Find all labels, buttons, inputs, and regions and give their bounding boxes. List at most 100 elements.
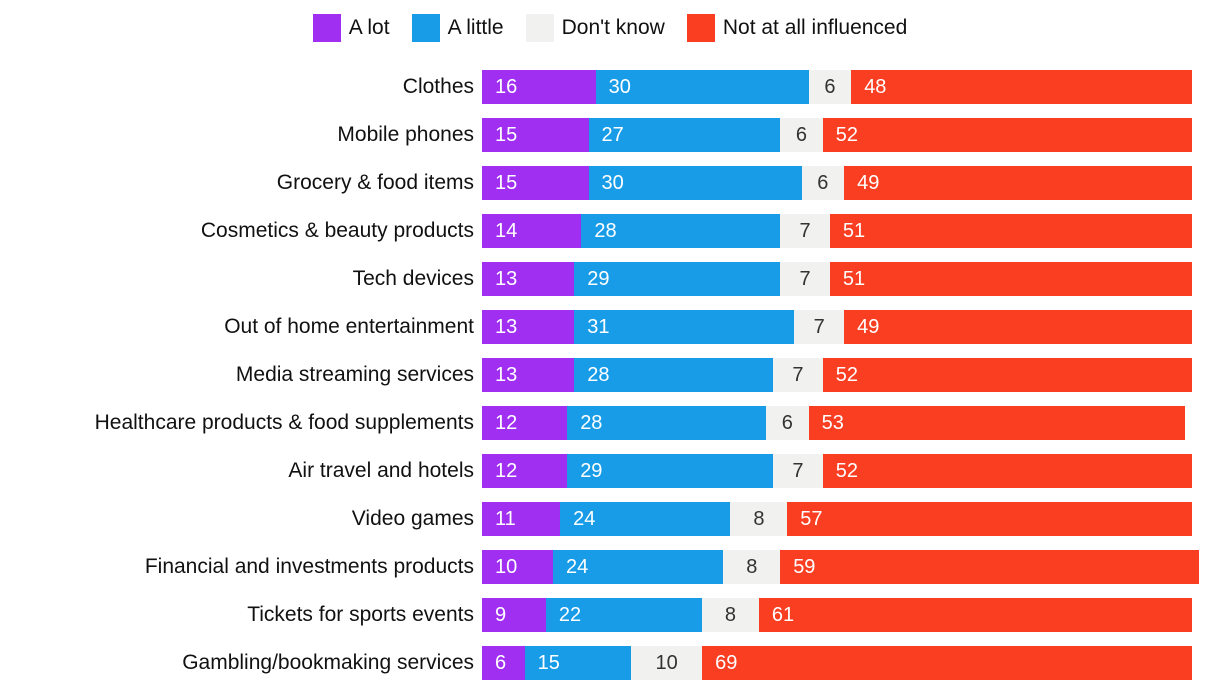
category-label: Out of home entertainment	[224, 315, 474, 338]
bar-stack: 14 28 7 51	[482, 214, 1192, 248]
bar-value-label: 16	[495, 76, 518, 98]
bar-segment: 7	[780, 214, 830, 248]
chart-row: Tech devices 13 29 7 51	[0, 262, 1220, 296]
bar-value-label: 69	[715, 652, 738, 674]
bar-value-label: 8	[753, 508, 765, 530]
legend-swatch-icon	[686, 14, 715, 42]
bar-segment: 16	[482, 70, 596, 104]
bar-value-label: 13	[495, 364, 518, 386]
bar-segment: 14	[482, 214, 582, 248]
bar-stack: 9 22 8 61	[482, 598, 1192, 632]
bar-value-label: 12	[495, 412, 518, 434]
bar-value-label: 52	[835, 460, 859, 482]
chart-row: Grocery & food items 15 30 6 49	[0, 166, 1220, 200]
bar-value-label: 28	[580, 412, 603, 434]
legend-swatch-icon	[411, 14, 440, 42]
bar-segment: 28	[567, 406, 766, 440]
bar-value-label: 48	[864, 76, 887, 98]
chart-row: Financial and investments products 10 24 8 5…	[0, 550, 1220, 584]
bar-value-label: 30	[608, 76, 631, 98]
bar-segment: 8	[730, 502, 788, 536]
bar-value-label: 30	[601, 172, 624, 194]
legend-item: A little	[411, 14, 504, 42]
bar-value-label: 29	[587, 268, 610, 290]
bar-value-label: 15	[495, 124, 518, 146]
chart-row: Mobile phones 15 27 6 52	[0, 118, 1220, 152]
bar-value-label: 7	[792, 460, 804, 482]
bar-value-label: 29	[580, 460, 603, 482]
bar-value-label: 6	[495, 652, 507, 674]
bar-value-label: 51	[842, 268, 866, 290]
bar-stack: 15 30 6 49	[482, 166, 1192, 200]
legend-item: Don't know	[525, 14, 665, 42]
bar-value-label: 53	[821, 412, 844, 434]
bar-segment: 51	[829, 262, 1192, 296]
bar-value-label: 31	[587, 316, 610, 338]
bar-segment: 57	[787, 502, 1192, 536]
bar-segment: 8	[723, 550, 781, 584]
bar-segment: 6	[780, 118, 823, 152]
bar-segment: 52	[822, 118, 1192, 152]
bar-value-label: 57	[800, 508, 823, 530]
bar-stack: 10 24 8 59	[482, 550, 1200, 584]
bar-segment: 61	[758, 598, 1192, 632]
chart-row: Gambling/bookmaking services 6 15 10 69	[0, 646, 1220, 680]
legend-swatch-icon	[312, 14, 341, 42]
legend-label: Not at all influenced	[722, 16, 908, 39]
category-label: Video games	[351, 507, 474, 530]
bar-segment: 15	[524, 646, 632, 680]
category-label: Healthcare products & food supplements	[94, 411, 474, 434]
bar-segment: 30	[595, 70, 809, 104]
bar-value-label: 9	[495, 604, 507, 626]
bar-value-label: 49	[857, 316, 880, 338]
bar-segment: 53	[808, 406, 1185, 440]
category-label: Mobile phones	[337, 123, 474, 146]
bar-segment: 69	[702, 646, 1192, 680]
bar-segment: 9	[482, 598, 546, 632]
bar-value-label: 6	[824, 76, 836, 98]
bar-value-label: 14	[495, 220, 518, 242]
bar-stack: 16 30 6 48	[482, 70, 1192, 104]
bar-stack: 13 28 7 52	[482, 358, 1192, 392]
bar-segment: 15	[482, 118, 589, 152]
bar-value-label: 12	[495, 460, 518, 482]
bar-segment: 52	[822, 454, 1192, 488]
legend-item: Not at all influenced	[686, 14, 908, 42]
bar-segment: 7	[773, 454, 823, 488]
bar-segment: 6	[765, 406, 809, 440]
bar-segment: 27	[588, 118, 781, 152]
bar-segment: 10	[482, 550, 553, 584]
bar-value-label: 6	[817, 172, 829, 194]
bar-segment: 29	[567, 454, 774, 488]
bar-value-label: 13	[495, 268, 518, 290]
stacked-bar-chart: Clothes 16 30 6 48 Mobile phones 15 27 6 52 Grocer…	[0, 70, 1220, 680]
category-label: Clothes	[402, 75, 474, 98]
bar-segment: 22	[545, 598, 703, 632]
bar-segment: 6	[808, 70, 852, 104]
bar-segment: 13	[482, 310, 575, 344]
bar-segment: 29	[574, 262, 781, 296]
bar-value-label: 24	[573, 508, 596, 530]
category-label: Cosmetics & beauty products	[200, 219, 474, 242]
legend: A lot A little Don't know Not at all influe…	[0, 0, 1220, 43]
bar-value-label: 6	[795, 124, 808, 146]
bar-value-label: 24	[566, 556, 589, 578]
category-label: Gambling/bookmaking services	[182, 651, 474, 674]
bar-value-label: 10	[495, 556, 518, 578]
bar-segment: 31	[574, 310, 795, 344]
bar-value-label: 7	[799, 268, 811, 290]
bar-value-label: 61	[771, 604, 795, 626]
bar-value-label: 27	[601, 124, 624, 146]
category-label: Air travel and hotels	[288, 459, 474, 482]
chart-row: Cosmetics & beauty products 14 28 7 51	[0, 214, 1220, 248]
legend-swatch-icon	[525, 14, 554, 42]
bar-segment: 7	[794, 310, 845, 344]
bar-segment: 51	[829, 214, 1192, 248]
bar-value-label: 59	[793, 556, 816, 578]
bar-value-label: 11	[495, 508, 516, 530]
bar-value-label: 22	[558, 604, 582, 626]
bar-segment: 13	[482, 262, 575, 296]
bar-segment: 7	[773, 358, 823, 392]
category-label: Tickets for sports events	[247, 603, 474, 626]
